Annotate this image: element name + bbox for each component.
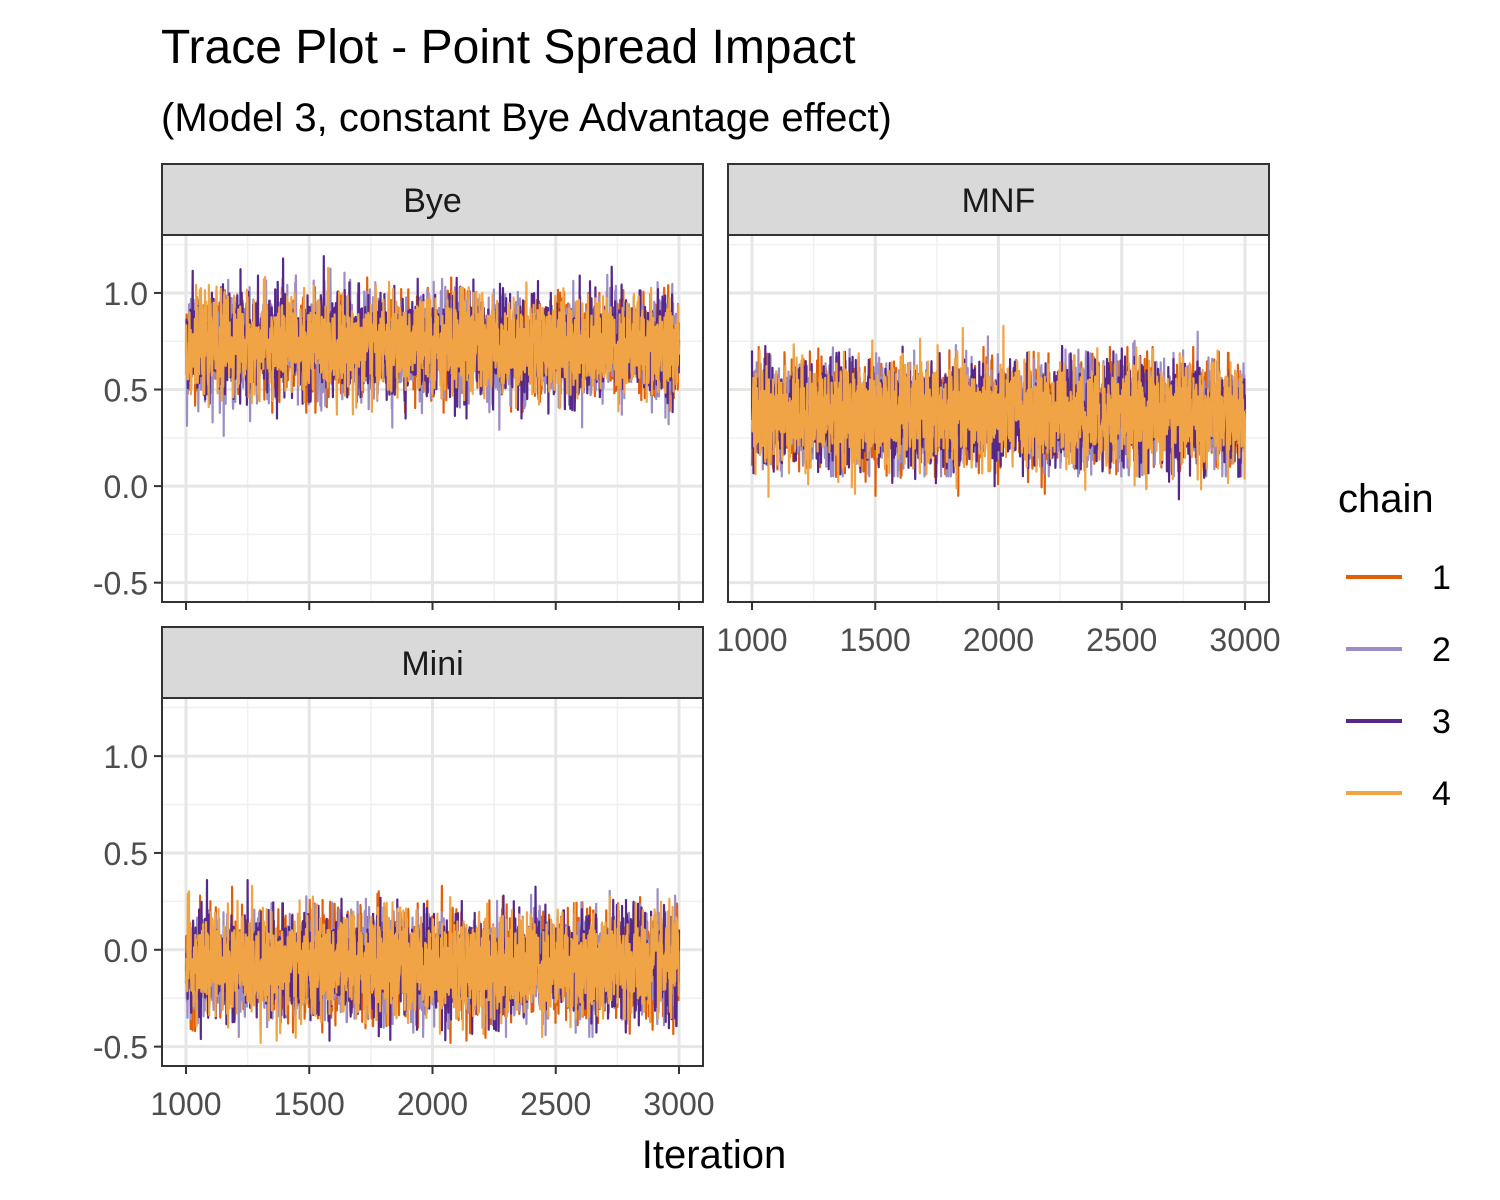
legend-label: 3 xyxy=(1432,703,1451,741)
trace-lines xyxy=(750,324,1247,501)
y-tick-label: 1.0 xyxy=(104,276,148,312)
y-tick-label: 1.0 xyxy=(104,739,148,775)
legend-label: 1 xyxy=(1432,559,1451,597)
trace-lines xyxy=(184,255,681,437)
facet-strip-label: Bye xyxy=(403,182,462,220)
x-tick-label: 1500 xyxy=(274,1086,345,1122)
chart-subtitle: (Model 3, constant Bye Advantage effect) xyxy=(161,96,892,140)
y-tick-label: -0.5 xyxy=(93,1030,148,1066)
legend-label: 2 xyxy=(1432,631,1451,669)
facet-strip xyxy=(727,163,1270,236)
y-tick-label: 0.5 xyxy=(104,836,148,872)
facet-strip xyxy=(161,163,704,236)
legend-label: 4 xyxy=(1432,775,1451,813)
trace-chain-4 xyxy=(184,266,681,416)
x-axis-label: Iteration xyxy=(642,1133,787,1177)
trace-chain-4 xyxy=(184,884,681,1044)
y-tick-label: -0.5 xyxy=(93,566,148,602)
x-tick-label: 3000 xyxy=(1209,622,1280,658)
x-tick-label: 2000 xyxy=(397,1086,468,1122)
x-tick-label: 2500 xyxy=(1086,622,1157,658)
y-tick-label: 0.0 xyxy=(104,933,148,969)
x-tick-label: 1500 xyxy=(840,622,911,658)
x-tick-label: 2500 xyxy=(520,1086,591,1122)
facet-strip-label: MNF xyxy=(962,182,1036,220)
chart-title: Trace Plot - Point Spread Impact xyxy=(161,21,856,74)
x-tick-label: 2000 xyxy=(963,622,1034,658)
x-tick-label: 1000 xyxy=(716,622,787,658)
legend-title: chain xyxy=(1338,477,1434,521)
trace-chain-4 xyxy=(750,324,1247,498)
y-tick-label: 0.0 xyxy=(104,469,148,505)
chain-legend: chain 1 2 3 4 xyxy=(1338,477,1451,813)
x-tick-label: 1000 xyxy=(150,1086,221,1122)
y-tick-label: 0.5 xyxy=(104,373,148,409)
facet-strip xyxy=(161,626,704,699)
facet-panels: Bye -0.5 0.0 0.5 1.0 MNF 1000 1500 2000 2500 3000 M… xyxy=(93,163,1281,1122)
trace-lines xyxy=(184,879,681,1044)
facet-strip-label: Mini xyxy=(401,645,463,683)
x-tick-label: 3000 xyxy=(643,1086,714,1122)
